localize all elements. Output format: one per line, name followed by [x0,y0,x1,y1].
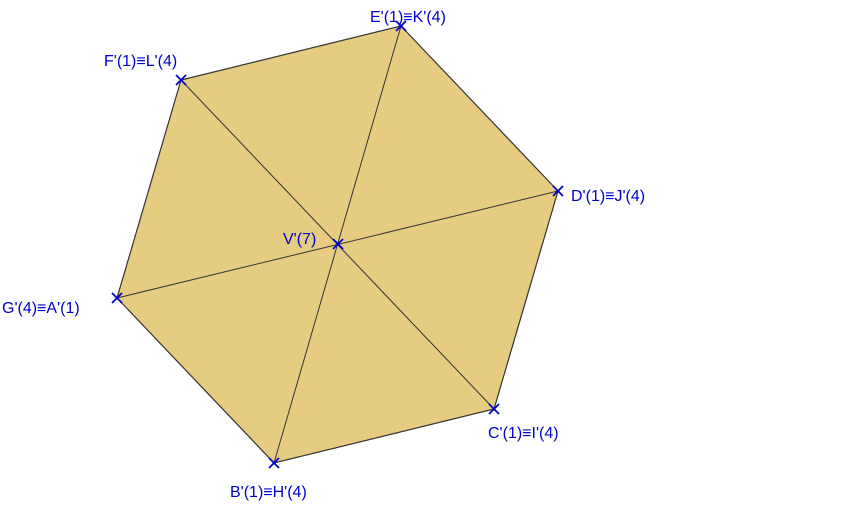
point-label-f: F'(1)≡L'(4) [104,53,177,70]
point-label-v: V'(7) [283,231,316,248]
point-label-c: C'(1)≡I'(4) [488,425,559,442]
point-label-d: D'(1)≡J'(4) [571,188,645,205]
point-label-b: B'(1)≡H'(4) [230,484,307,501]
point-label-a: G'(4)≡A'(1) [2,300,80,317]
point-label-e: E'(1)≡K'(4) [370,9,446,26]
